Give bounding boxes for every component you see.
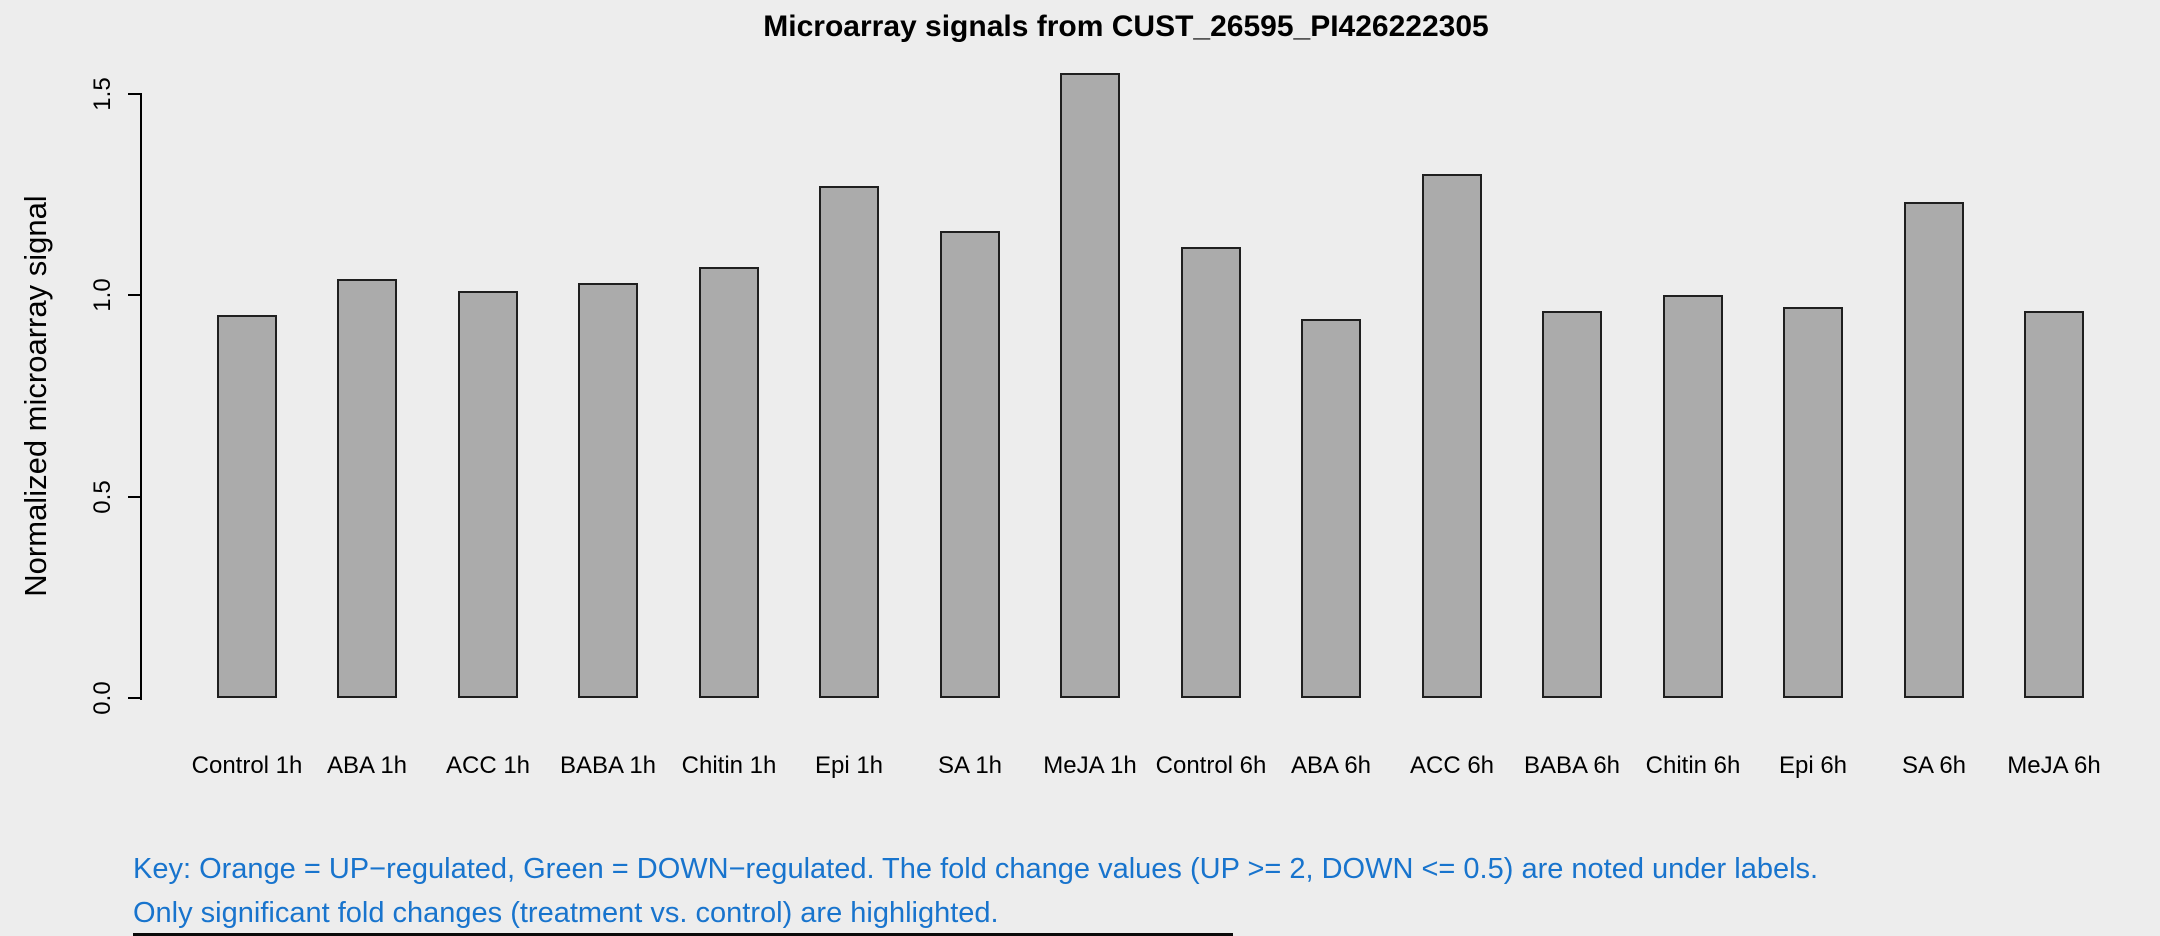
y-tick-label: 1.5 <box>89 76 116 111</box>
x-axis-label: ACC 1h <box>445 752 531 779</box>
bar-baba-6h <box>1542 311 1602 698</box>
x-axis-label: Epi 6h <box>1778 752 1848 779</box>
bar-chitin-1h <box>699 267 759 698</box>
bar-aba-6h <box>1301 319 1361 698</box>
y-tick-mark <box>128 294 141 296</box>
x-axis-label: MeJA 6h <box>2007 752 2101 779</box>
bar-sa-1h <box>940 231 1000 698</box>
bar-meja-6h <box>2024 311 2084 698</box>
y-tick-mark <box>128 495 141 498</box>
y-tick-label: 0.0 <box>89 681 116 715</box>
y-axis-label: Normalized microarray signal <box>18 195 53 597</box>
x-axis-label: Control 1h <box>191 752 303 779</box>
y-tick-mark <box>128 697 141 699</box>
bar-sa-6h <box>1904 202 1964 698</box>
key-annotation-line2: Only significant fold changes (treatment… <box>133 897 999 929</box>
bar-acc-1h <box>458 291 518 698</box>
clipped-bottom-strip <box>133 933 1233 936</box>
x-axis-label: MeJA 1h <box>1043 752 1137 779</box>
x-axis-label: SA 6h <box>1901 752 1967 779</box>
bar-aba-1h <box>337 279 397 698</box>
y-tick-label: 1.0 <box>89 278 116 312</box>
x-axis-label: Epi 1h <box>814 752 884 779</box>
x-axis-label: ABA 6h <box>1290 752 1372 779</box>
chart-title: Microarray signals from CUST_26595_PI426… <box>763 10 1489 43</box>
x-axis-label: Chitin 6h <box>1645 752 1741 779</box>
x-axis-label: ACC 6h <box>1409 752 1495 779</box>
bar-baba-1h <box>578 283 638 698</box>
bar-epi-1h <box>819 186 879 698</box>
x-axis-label: SA 1h <box>937 752 1003 779</box>
bar-control-6h <box>1181 247 1241 698</box>
x-axis-label: ABA 1h <box>326 752 408 779</box>
bar-control-1h <box>217 315 277 698</box>
bar-epi-6h <box>1783 307 1843 698</box>
bar-acc-6h <box>1422 174 1482 698</box>
x-axis-label: BABA 1h <box>559 752 657 779</box>
x-axis-label: Chitin 1h <box>681 752 777 779</box>
y-tick-mark <box>128 92 141 95</box>
x-axis-label: BABA 6h <box>1523 752 1621 779</box>
bar-meja-1h <box>1060 73 1120 698</box>
y-axis-line <box>140 93 142 700</box>
y-tick-label: 0.5 <box>89 479 116 514</box>
x-axis-label: Control 6h <box>1155 752 1267 779</box>
bar-chitin-6h <box>1663 295 1723 698</box>
key-annotation-line1: Key: Orange = UP−regulated, Green = DOWN… <box>133 853 1819 885</box>
